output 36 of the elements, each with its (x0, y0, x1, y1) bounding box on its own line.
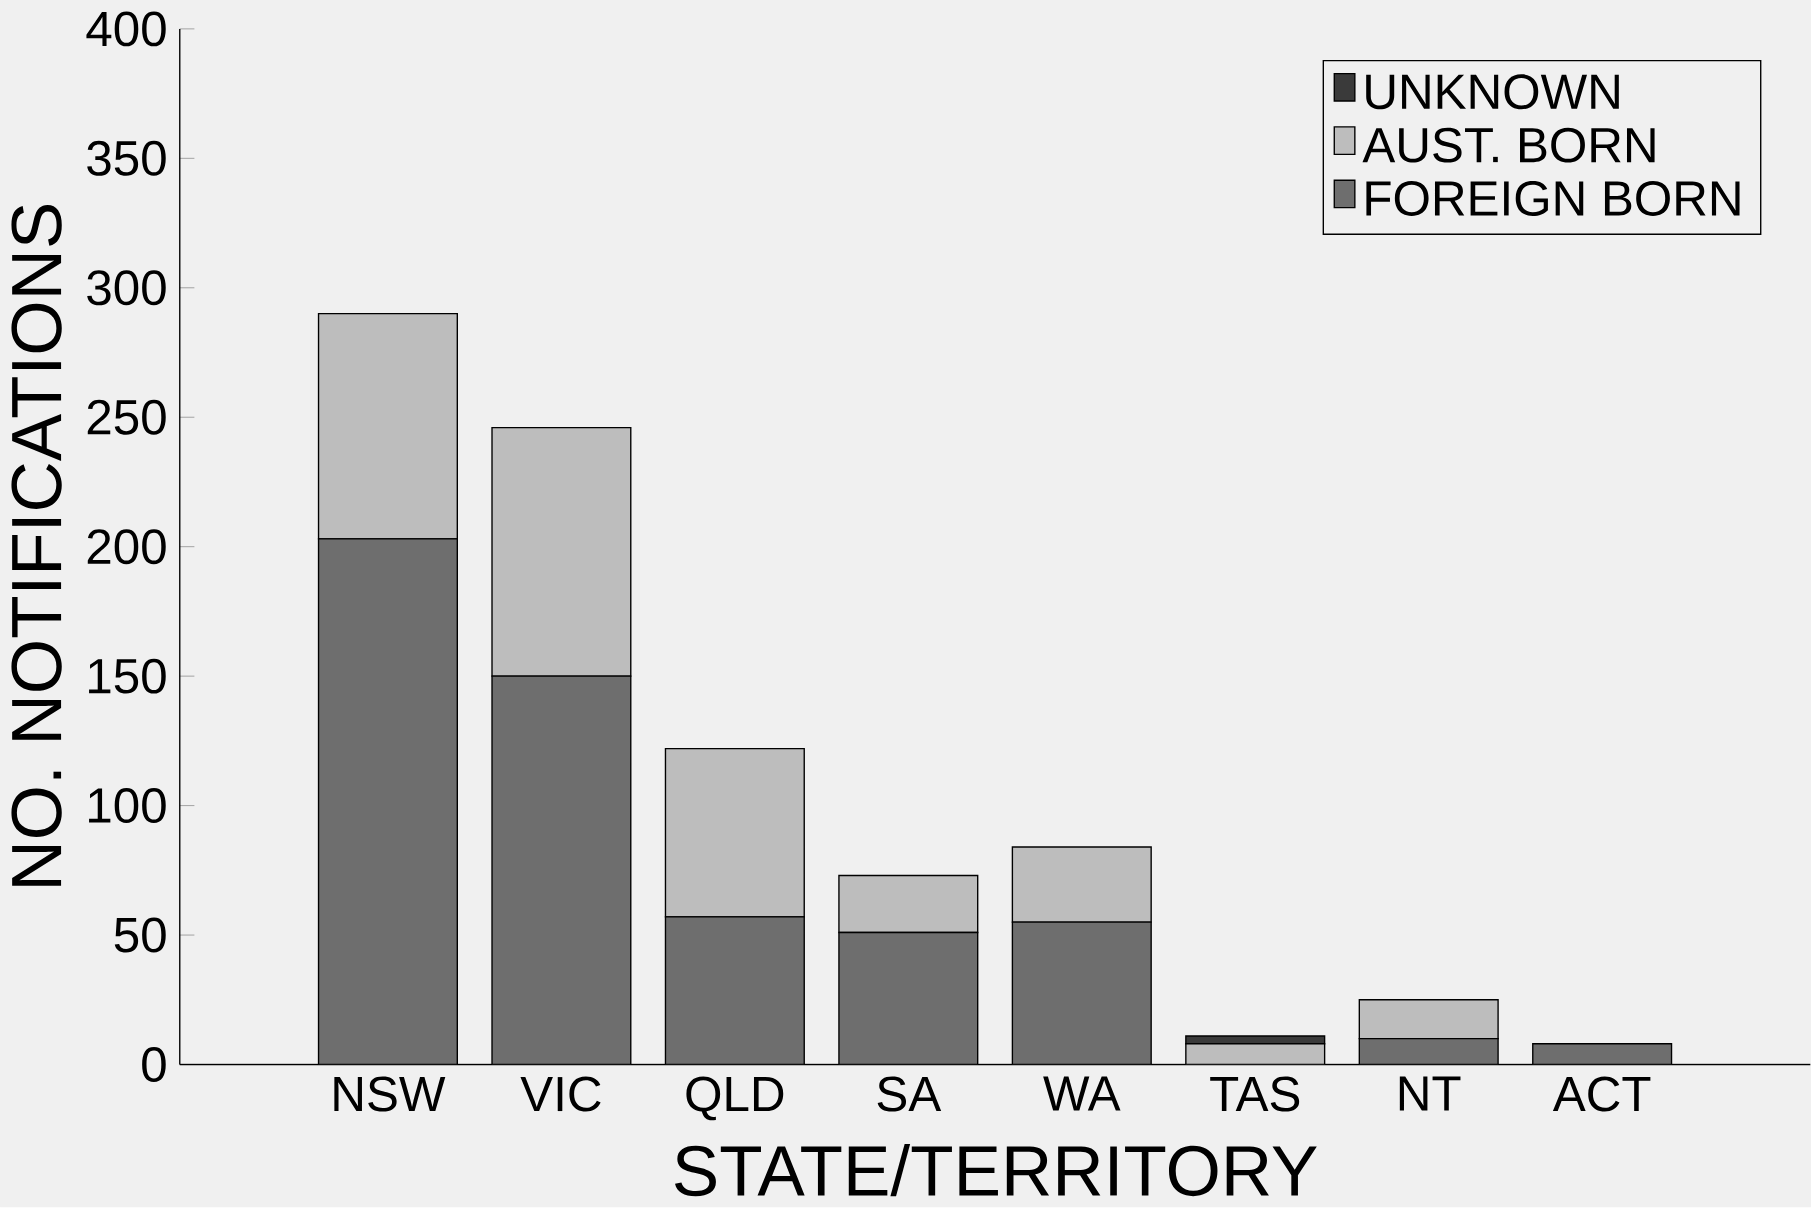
legend-label: UNKNOWN (1366, 74, 1619, 110)
bar (1358, 999, 1499, 1040)
x-tick-label: ACT (1552, 1076, 1651, 1112)
legend-label: AUST. BORN (1362, 127, 1655, 163)
bar (1359, 1038, 1499, 1065)
x-tick-label: TAS (1210, 1076, 1300, 1112)
y-tick-label: 150 (89, 658, 166, 694)
x-tick-label: NSW (334, 1076, 446, 1112)
x-axis-title: STATE/TERRITORY (675, 1144, 1317, 1197)
bar (492, 676, 631, 1065)
bar (664, 748, 805, 918)
x-tick-label: SA (877, 1076, 942, 1112)
y-tick-label: 400 (86, 11, 166, 47)
y-axis-title: NO. NOTIFICATIONS (11, 205, 62, 887)
y-tick-label: 350 (87, 141, 166, 177)
y-tick-label: 250 (87, 399, 166, 435)
bar (1185, 1044, 1325, 1065)
bar (1012, 922, 1152, 1065)
legend-label: FOREIGN BORN (1366, 181, 1740, 217)
bar (1011, 846, 1152, 923)
y-tick-label: 200 (87, 529, 166, 565)
x-tick-label: VIC (520, 1076, 601, 1112)
y-tick-label: 300 (87, 270, 166, 306)
bar (318, 539, 458, 1065)
y-tick-label: 100 (89, 788, 166, 824)
bar (317, 313, 458, 540)
bar (665, 917, 805, 1065)
x-tick-label: QLD (686, 1076, 784, 1121)
x-tick-label: WA (1043, 1076, 1121, 1111)
bar (491, 427, 632, 678)
y-tick-label: 50 (114, 917, 166, 953)
x-tick-label: NT (1399, 1076, 1461, 1111)
bar (838, 875, 979, 934)
bar (1532, 1043, 1673, 1065)
y-tick-label: 0 (142, 1047, 166, 1083)
bar (838, 932, 978, 1065)
